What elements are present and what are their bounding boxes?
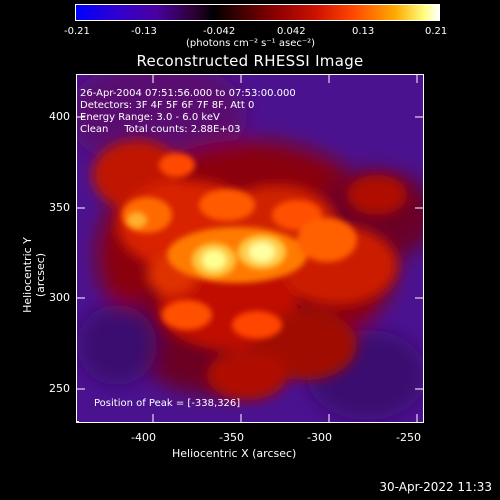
clean-counts-text: Clean Total counts: 2.88E+03	[80, 124, 241, 135]
colorbar-tick: 0.13	[352, 26, 375, 37]
time-range-text: 26-Apr-2004 07:51:56.000 to 07:53:00.000	[80, 88, 296, 99]
x-tick-label: -400	[131, 431, 156, 444]
x-axis-label: Heliocentric X (arcsec)	[172, 447, 297, 460]
axis-ticks	[76, 74, 424, 423]
y-tick-label: 250	[49, 382, 70, 395]
detectors-text: Detectors: 3F 4F 5F 6F 7F 8F, Att 0	[80, 100, 255, 111]
y-axis-label: Heliocentric Y (arcsec)	[21, 237, 47, 313]
colorbar-tick: -0.21	[64, 26, 90, 37]
x-tick-label: -300	[307, 431, 332, 444]
peak-position-text: Position of Peak = [-338,326]	[94, 398, 241, 409]
x-tick-label: -350	[219, 431, 244, 444]
render-timestamp: 30-Apr-2022 11:33	[379, 480, 492, 494]
y-tick-label: 350	[49, 201, 70, 214]
energy-range-text: Energy Range: 3.0 - 6.0 keV	[80, 112, 220, 123]
colorbar-tick: 0.042	[277, 26, 306, 37]
y-tick-label: 400	[49, 110, 70, 123]
colorbar-tick: -0.13	[131, 26, 157, 37]
rhessi-image	[76, 74, 424, 423]
image-title: Reconstructed RHESSI Image	[136, 52, 364, 70]
colorbar-units: (photons cm⁻² s⁻¹ asec⁻²)	[186, 38, 316, 49]
x-tick-label: -250	[396, 431, 421, 444]
y-tick-label: 300	[49, 291, 70, 304]
colorbar-tick: -0.042	[203, 26, 236, 37]
colorbar	[75, 4, 440, 21]
emission-map	[77, 75, 423, 422]
colorbar-tick: 0.21	[425, 26, 448, 37]
